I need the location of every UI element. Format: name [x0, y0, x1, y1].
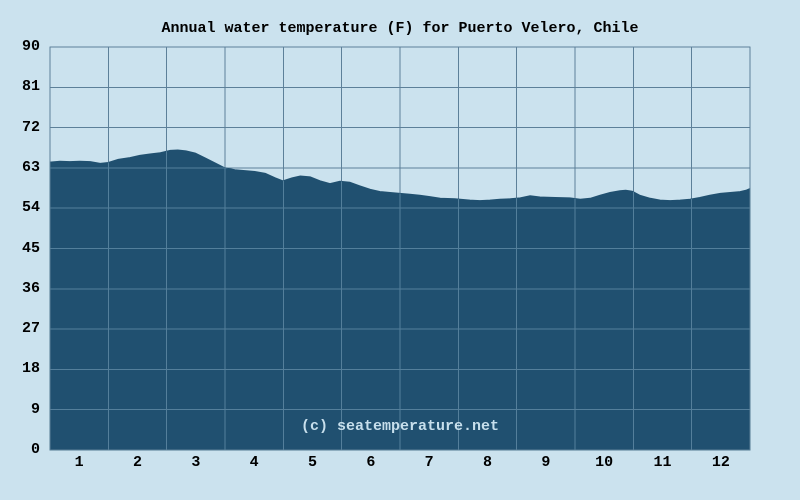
- y-tick-label-63: 63: [21, 158, 40, 176]
- x-tick-label-1: 1: [74, 454, 84, 471]
- y-tick-label-36: 36: [21, 279, 40, 297]
- y-tick-label-72: 72: [21, 118, 40, 136]
- x-tick-label-7: 7: [424, 454, 434, 471]
- x-tick-label-2: 2: [132, 454, 142, 471]
- y-tick-label-90: 90: [21, 38, 40, 55]
- watermark-text: (c) seatemperature.net: [300, 418, 500, 435]
- y-tick-label-27: 27: [21, 320, 40, 338]
- x-tick-label-12: 12: [711, 454, 730, 471]
- x-tick-label-10: 10: [595, 454, 614, 471]
- x-tick-label-3: 3: [191, 454, 201, 471]
- y-tick-label-54: 54: [21, 199, 40, 217]
- y-tick-label-0: 0: [30, 441, 40, 458]
- plot-border: [49, 46, 751, 451]
- x-tick-label-11: 11: [653, 454, 672, 471]
- water-temperature-area: [49, 149, 751, 451]
- x-tick-label-6: 6: [366, 454, 376, 471]
- x-tick-label-9: 9: [541, 454, 551, 471]
- y-tick-label-81: 81: [21, 78, 40, 96]
- chart-title: Annual water temperature (F) for Puerto …: [161, 20, 639, 37]
- grid-lines-over-area: [50, 150, 750, 450]
- x-tick-label-5: 5: [307, 454, 317, 471]
- x-tick-label-4: 4: [249, 454, 259, 471]
- y-tick-label-45: 45: [21, 239, 40, 257]
- y-tick-label-9: 9: [30, 400, 40, 418]
- y-tick-label-18: 18: [21, 360, 40, 378]
- x-tick-label-8: 8: [482, 454, 492, 471]
